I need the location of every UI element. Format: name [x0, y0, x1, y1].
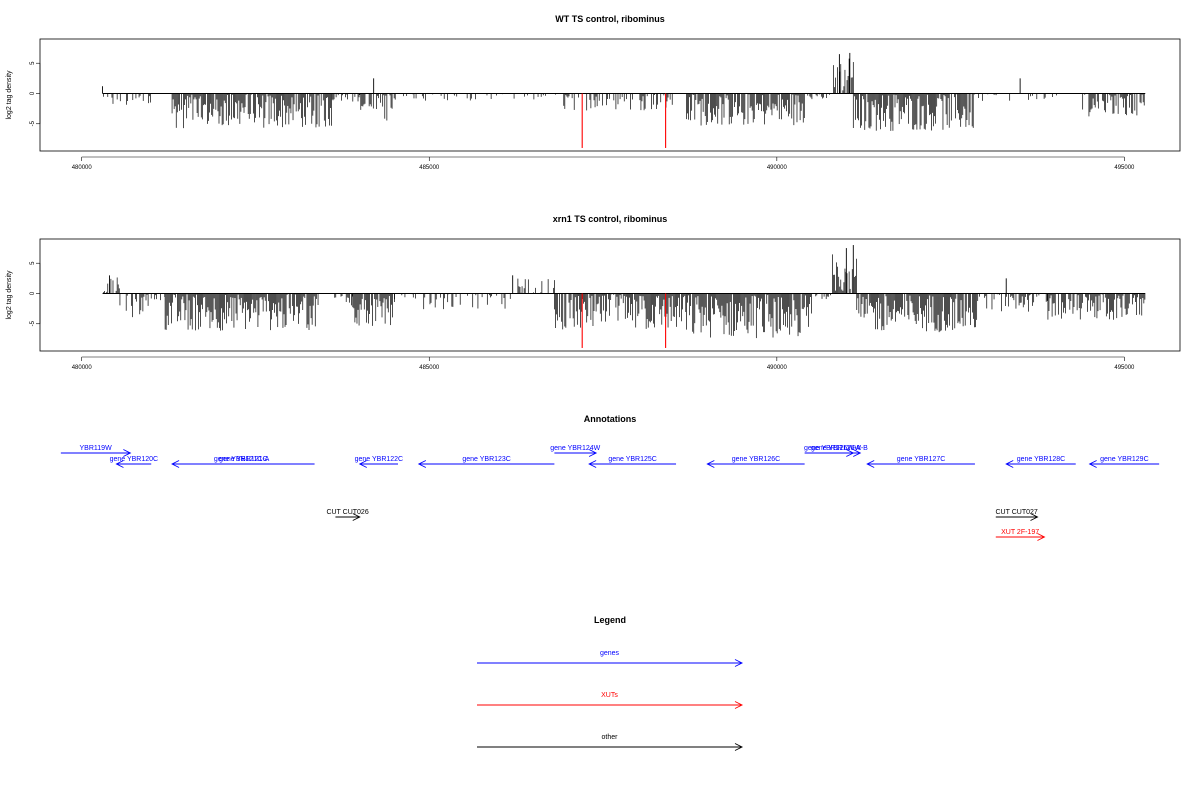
feature-arrow-head — [588, 449, 598, 457]
feature-label: CUT CUT026 — [326, 509, 368, 516]
annotation-feature: gene YBR128C — [1005, 456, 1076, 468]
legend-arrow-head — [734, 743, 744, 751]
feature-label: gene YBR125C — [608, 456, 657, 463]
legend-item: other — [477, 734, 744, 751]
feature-arrow-head — [1030, 513, 1039, 521]
x-tick-label: 485000 — [419, 165, 440, 171]
legend-arrow-head — [734, 701, 744, 709]
legend-label: XUTs — [601, 692, 618, 699]
annotation-feature: XUT 2F-197 — [995, 529, 1046, 541]
x-tick-label: 490000 — [767, 165, 788, 171]
annotation-feature: gene YBR126W-B — [811, 445, 868, 457]
legend-item: XUTs — [477, 692, 744, 709]
feature-arrow-head — [706, 460, 715, 468]
annotation-feature: gene YBR125C — [588, 456, 677, 468]
legend-label: other — [602, 734, 619, 741]
legend-title: Legend — [594, 615, 626, 625]
annotations-panel: Annotations YBR119W gene YBR120C gene YBR1… — [60, 414, 1160, 541]
y-tick-label: 0 — [30, 91, 36, 95]
feature-arrow-head — [866, 460, 875, 468]
feature-label: gene YBR123C — [462, 456, 511, 463]
feature-arrow-head — [1037, 533, 1046, 541]
annotation-feature: YBR119W — [60, 445, 132, 457]
xrn1-track-title: xrn1 TS control, ribominus — [553, 214, 668, 224]
legend-arrow-head — [734, 659, 744, 667]
annotation-feature: gene YBR121C — [171, 456, 315, 468]
annotation-feature: gene YBR120C — [110, 456, 159, 468]
feature-arrow-head — [123, 449, 132, 457]
y-tick-label: 5 — [30, 261, 36, 265]
feature-label: CUT CUT027 — [996, 509, 1038, 516]
feature-label: gene YBR120C — [110, 456, 159, 463]
x-tick-label: 495000 — [1114, 365, 1135, 371]
feature-arrow-head — [358, 460, 367, 468]
y-tick-label: 5 — [30, 61, 36, 65]
x-tick-label: 485000 — [419, 365, 440, 371]
x-tick-label: 480000 — [72, 165, 93, 171]
annotations-title: Annotations — [584, 414, 637, 424]
wt-track-title: WT TS control, ribominus — [555, 14, 665, 24]
feature-arrow-head — [1005, 460, 1014, 468]
feature-label: gene YBR122C — [355, 456, 404, 463]
feature-arrow-head — [846, 449, 855, 457]
wt-track-panel: WT TS control, ribominus log2 tag densit… — [6, 14, 1181, 171]
feature-label: gene YBR124W — [550, 445, 600, 452]
feature-label: gene YBR129C — [1100, 456, 1149, 463]
feature-label: gene YBR126C — [732, 456, 781, 463]
annotation-feature: gene YBR124W — [550, 445, 601, 457]
feature-label: XUT 2F-197 — [1001, 529, 1039, 536]
annotation-feature: gene YBR122C — [355, 456, 404, 468]
feature-arrow-head — [417, 460, 427, 468]
feature-label: gene YBR127C — [897, 456, 946, 463]
annotation-feature: gene YBR121C-A — [214, 456, 270, 463]
legend-panel: Legend genes XUTs other — [477, 615, 744, 751]
legend-label: genes — [600, 650, 620, 657]
feature-arrow-head — [352, 513, 361, 521]
xrn1-track-panel: xrn1 TS control, ribominus log2 tag dens… — [6, 214, 1181, 371]
annotation-feature: gene YBR127C — [866, 456, 975, 468]
annotation-feature: CUT CUT026 — [326, 509, 369, 521]
annotation-feature: gene YBR126C — [706, 456, 805, 468]
feature-label: gene YBR126W-B — [811, 445, 868, 452]
feature-arrow-head — [853, 449, 862, 457]
feature-label: gene YBR128C — [1017, 456, 1066, 463]
annotation-feature: gene YBR129C — [1088, 456, 1160, 468]
x-tick-label: 495000 — [1114, 165, 1135, 171]
x-tick-label: 480000 — [72, 365, 93, 371]
y-tick-label: 0 — [30, 291, 36, 295]
annotation-feature: CUT CUT027 — [996, 509, 1039, 521]
feature-label: YBR119W — [80, 445, 113, 452]
feature-arrow-head — [171, 460, 180, 468]
x-tick-label: 490000 — [767, 365, 788, 371]
feature-label: gene YBR121C — [219, 456, 268, 463]
feature-arrow-head — [115, 460, 124, 468]
feature-arrow-head — [588, 460, 597, 468]
feature-label: gene YBR126W-A — [804, 445, 861, 452]
wt-y-axis-label: log2 tag density — [6, 70, 13, 120]
feature-label: gene YBR121C-A — [214, 456, 270, 463]
feature-arrow-head — [1088, 460, 1097, 468]
annotation-feature: gene YBR123C — [417, 456, 555, 468]
xrn1-y-axis-label: log2 tag density — [6, 270, 13, 320]
y-tick-label: -5 — [30, 320, 36, 326]
legend-item: genes — [477, 650, 744, 667]
y-tick-label: -5 — [30, 120, 36, 126]
